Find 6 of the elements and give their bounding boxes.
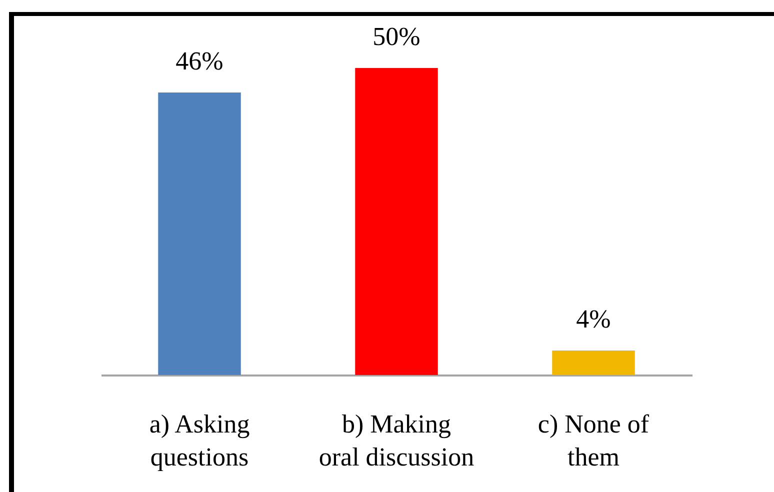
data-label: 46% [176,46,224,76]
data-label: 50% [372,22,420,51]
data-label: 4% [576,304,611,334]
x-tick-label: b) Making oral discussion [318,410,474,472]
x-tick-label: a) Asking questions [149,410,250,472]
x-tick-label: c) None of them [538,410,650,472]
